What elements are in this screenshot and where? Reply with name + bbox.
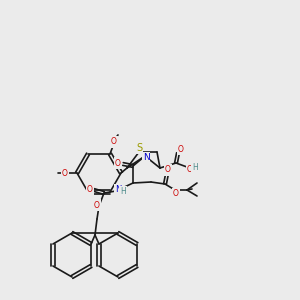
- Text: O: O: [165, 166, 171, 175]
- Text: S: S: [136, 143, 142, 153]
- Text: N: N: [142, 154, 149, 163]
- Text: H: H: [120, 188, 126, 196]
- Text: O: O: [178, 145, 184, 154]
- Text: O: O: [94, 200, 100, 209]
- Text: H: H: [192, 164, 198, 172]
- Text: O: O: [187, 164, 193, 173]
- Text: N: N: [115, 185, 121, 194]
- Text: O: O: [62, 169, 68, 178]
- Text: O: O: [115, 158, 121, 167]
- Text: O: O: [87, 184, 93, 194]
- Text: O: O: [173, 190, 179, 199]
- Text: O: O: [111, 137, 117, 146]
